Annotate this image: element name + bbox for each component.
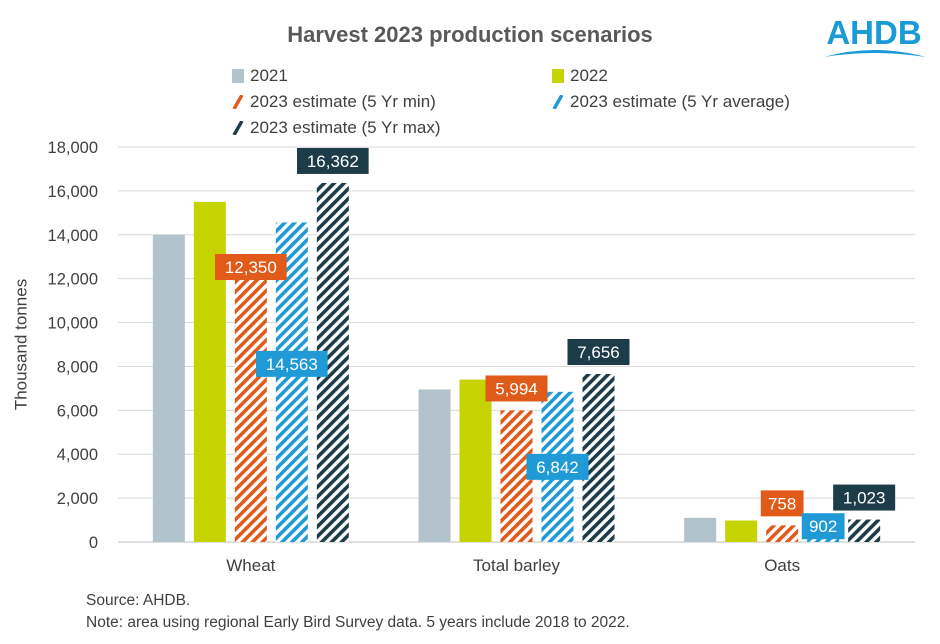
bar bbox=[234, 270, 267, 542]
data-label: 16,362 bbox=[297, 147, 369, 174]
legend-swatch bbox=[552, 95, 564, 109]
legend-item: 2023 estimate (5 Yr min) bbox=[232, 92, 436, 112]
chart-title: Harvest 2023 production scenarios bbox=[287, 22, 653, 47]
y-tick-label: 0 bbox=[89, 534, 98, 552]
data-label: 5,994 bbox=[485, 375, 548, 402]
bar bbox=[193, 201, 226, 542]
y-axis-label: Thousand tonnes bbox=[11, 279, 30, 410]
data-label-text: 12,350 bbox=[225, 258, 277, 277]
legend-swatch bbox=[552, 69, 564, 83]
data-label-text: 5,994 bbox=[495, 379, 538, 398]
legend-label: 2023 estimate (5 Yr min) bbox=[250, 92, 436, 111]
y-axis-ticks: 0 2,000 4,000 6,000 8,000 10,000 12,000 14,000 1… bbox=[48, 139, 98, 552]
bar bbox=[418, 389, 451, 542]
bar bbox=[766, 525, 799, 542]
data-label: 14,563 bbox=[256, 350, 328, 377]
legend-swatch bbox=[232, 69, 244, 83]
data-label-text: 902 bbox=[809, 517, 837, 536]
legend-swatch bbox=[232, 95, 244, 109]
y-tick-label: 6,000 bbox=[57, 402, 98, 420]
legend-swatch bbox=[232, 121, 244, 135]
data-label-text: 16,362 bbox=[307, 152, 359, 171]
x-axis-labels: Wheat Total barley Oats bbox=[226, 556, 800, 575]
data-label-text: 1,023 bbox=[843, 489, 886, 508]
data-label-text: 14,563 bbox=[266, 355, 318, 374]
ahdb-logo: AHDB bbox=[824, 14, 926, 57]
y-tick-label: 18,000 bbox=[48, 139, 98, 157]
data-label: 758 bbox=[760, 490, 804, 517]
legend-label: 2021 bbox=[250, 66, 288, 85]
source-note: Source: AHDB. bbox=[86, 592, 191, 609]
data-label-text: 758 bbox=[768, 494, 796, 513]
legend-item: 2022 bbox=[552, 66, 608, 86]
data-label-text: 6,842 bbox=[536, 458, 579, 477]
x-tick-label: Total barley bbox=[473, 556, 560, 575]
data-labels: 12,350 14,563 16,362 5,994 6,842 7,656 758 902 1… bbox=[215, 147, 896, 540]
bar bbox=[152, 234, 185, 542]
data-label-box bbox=[833, 484, 896, 511]
data-label: 6,842 bbox=[526, 453, 589, 480]
data-label-box bbox=[526, 453, 589, 480]
data-label: 1,023 bbox=[833, 484, 896, 511]
y-tick-label: 16,000 bbox=[48, 183, 98, 201]
data-label-box bbox=[485, 375, 548, 402]
data-label-text: 7,656 bbox=[577, 343, 620, 362]
y-tick-label: 2,000 bbox=[57, 490, 98, 508]
data-label: 902 bbox=[801, 513, 845, 540]
bars bbox=[152, 182, 881, 543]
legend-label: 2023 estimate (5 Yr max) bbox=[250, 118, 441, 137]
logo-swoosh bbox=[824, 50, 926, 57]
y-tick-label: 12,000 bbox=[48, 271, 98, 289]
methodology-note: Note: area using regional Early Bird Sur… bbox=[86, 614, 630, 631]
y-tick-label: 14,000 bbox=[48, 227, 98, 245]
bar bbox=[725, 520, 758, 542]
legend-item: 2023 estimate (5 Yr max) bbox=[232, 118, 441, 138]
data-label-box bbox=[297, 147, 369, 174]
data-label: 7,656 bbox=[567, 338, 630, 365]
legend-label: 2022 bbox=[570, 66, 608, 85]
data-label-box bbox=[256, 350, 328, 377]
x-tick-label: Oats bbox=[764, 556, 800, 575]
chart-legend: 2021 2022 2023 estimate (5 Yr min) 2023 est… bbox=[232, 66, 872, 154]
data-label: 12,350 bbox=[215, 253, 287, 280]
x-tick-label: Wheat bbox=[226, 556, 275, 575]
bar bbox=[684, 517, 717, 542]
y-tick-label: 10,000 bbox=[48, 315, 98, 333]
bar bbox=[459, 379, 492, 542]
y-tick-label: 4,000 bbox=[57, 446, 98, 464]
bar bbox=[848, 519, 881, 542]
legend-item: 2021 bbox=[232, 66, 288, 86]
data-label-box bbox=[801, 513, 845, 540]
data-label-box bbox=[567, 338, 630, 365]
logo-text: AHDB bbox=[826, 14, 921, 51]
data-label-box bbox=[760, 490, 804, 517]
legend-label: 2023 estimate (5 Yr average) bbox=[570, 92, 790, 111]
data-label-box bbox=[215, 253, 287, 280]
y-tick-label: 8,000 bbox=[57, 358, 98, 376]
legend-item: 2023 estimate (5 Yr average) bbox=[552, 92, 790, 112]
